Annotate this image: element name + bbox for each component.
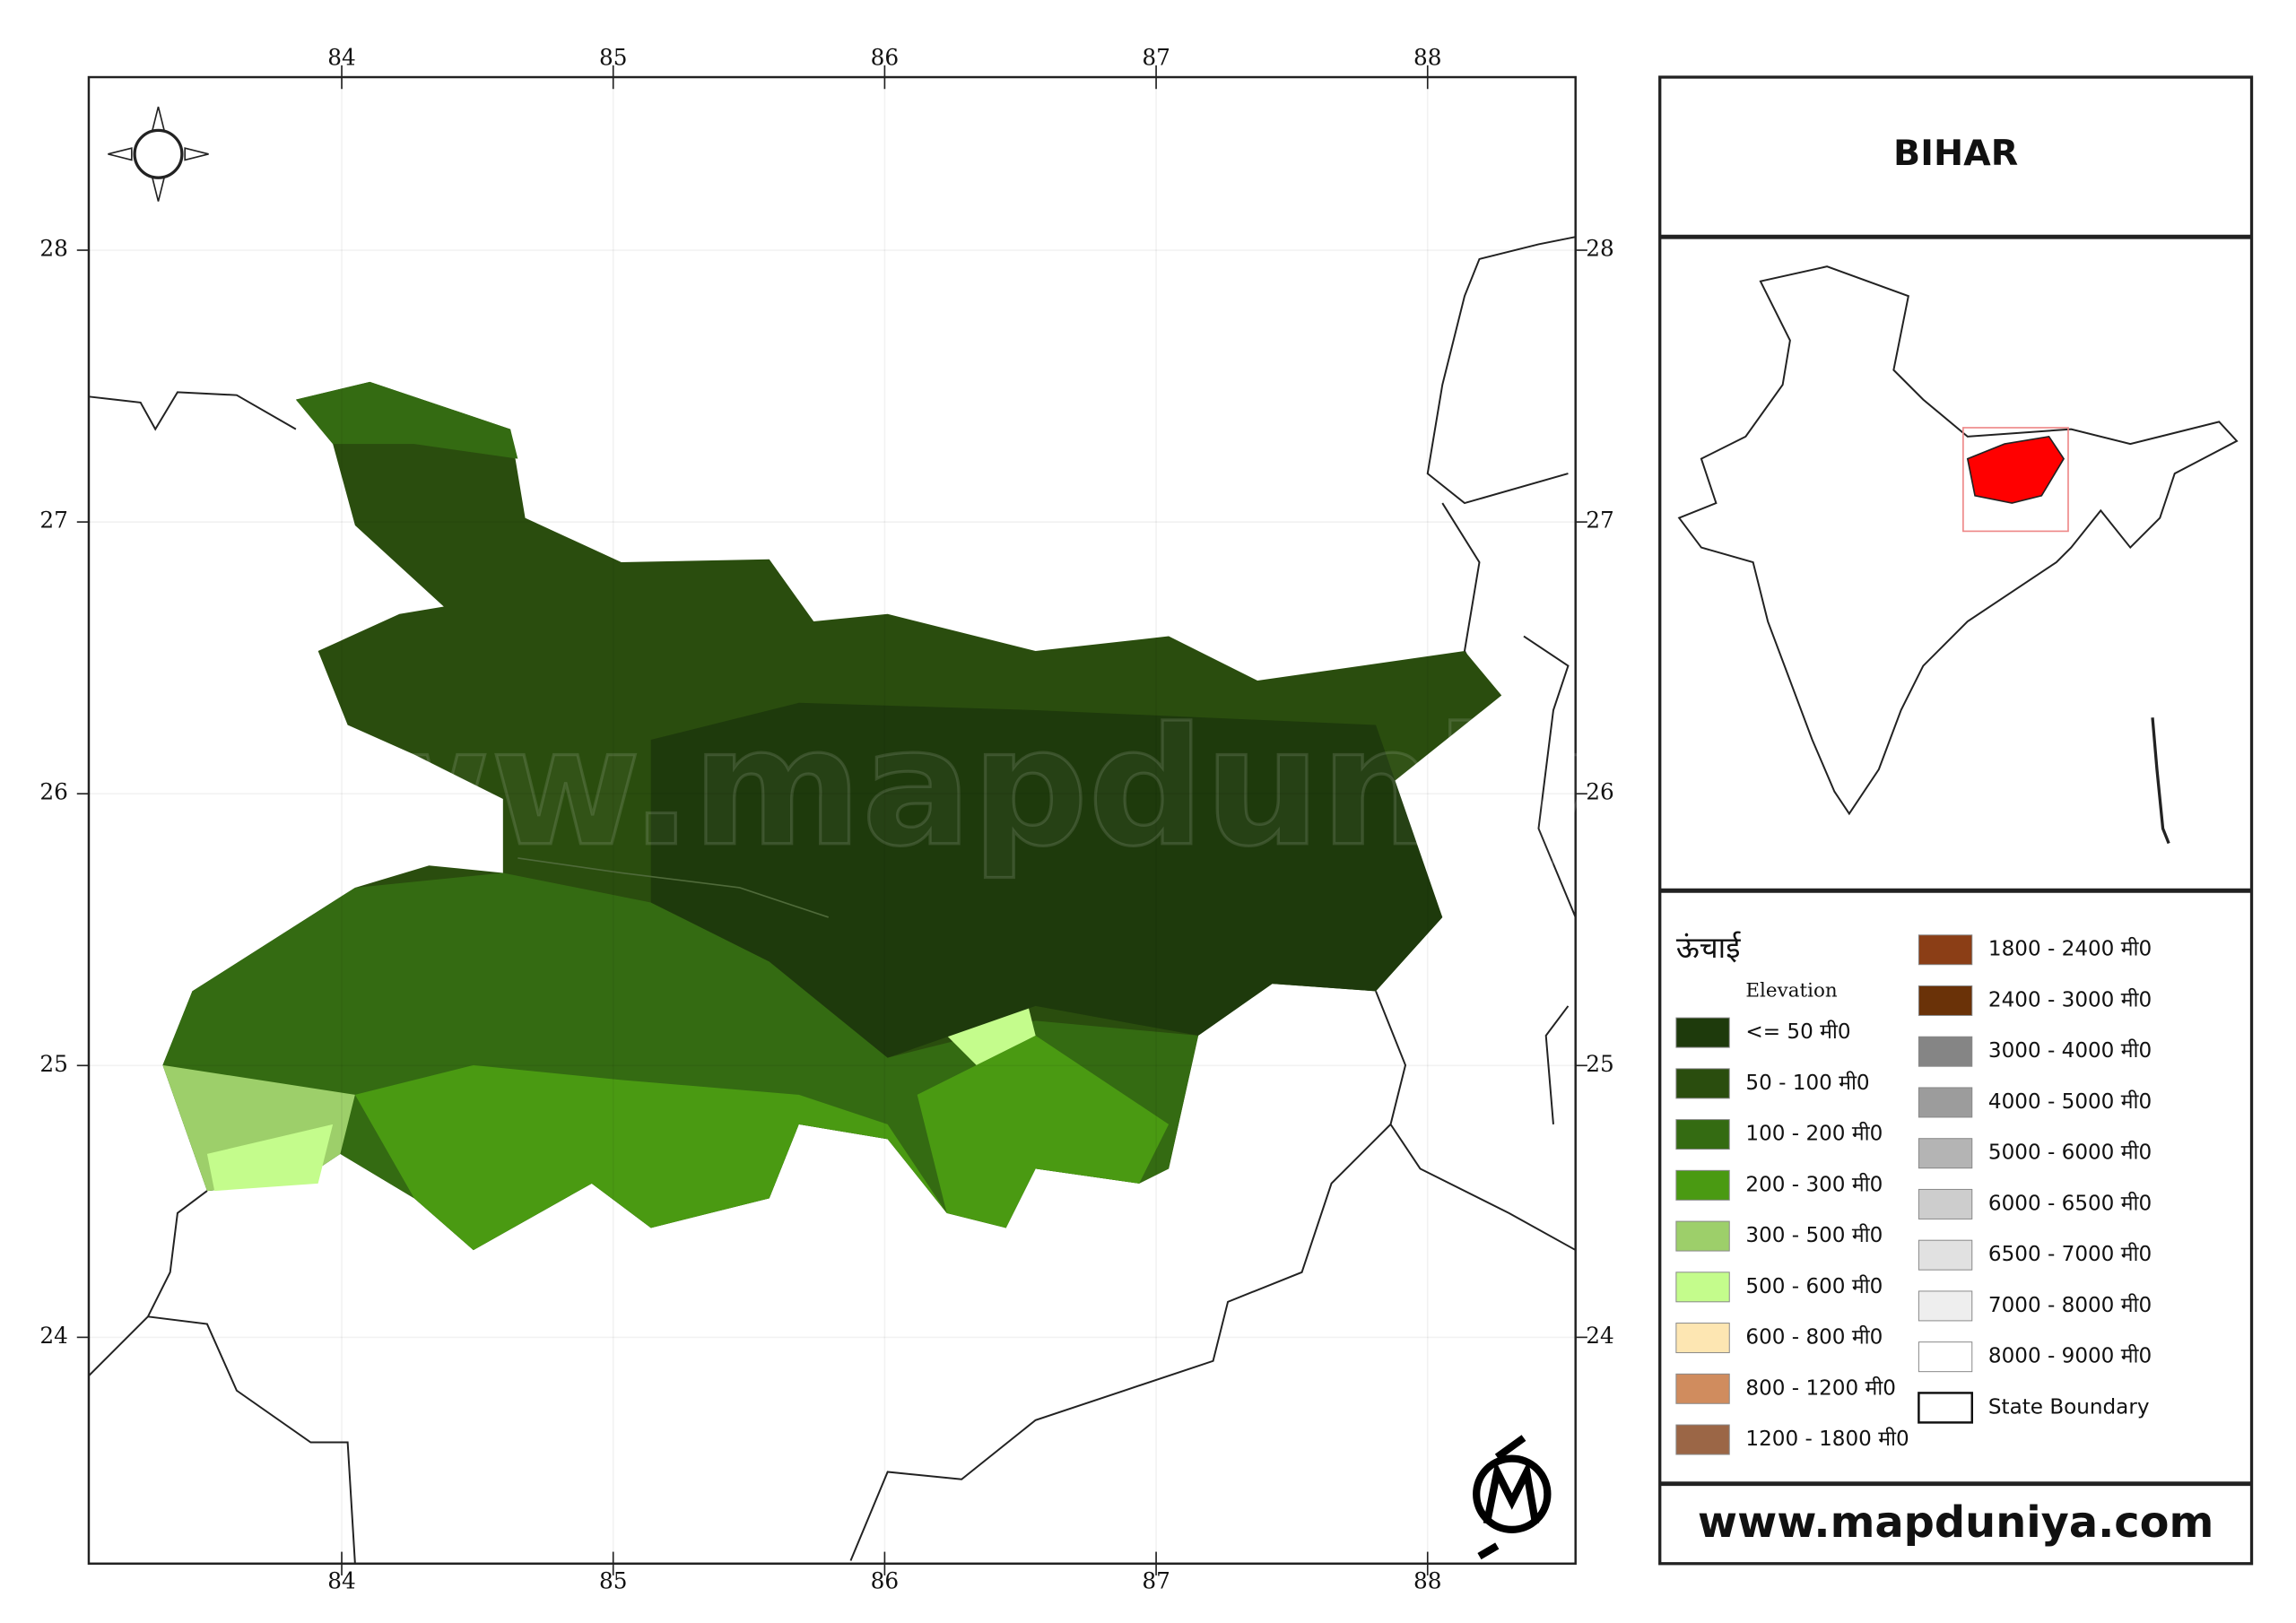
lon-label: 84 — [327, 45, 355, 71]
legend-swatch — [1675, 1169, 1730, 1201]
lon-label: 87 — [1142, 1568, 1170, 1594]
legend-swatch — [1675, 1068, 1730, 1099]
lat-label: 24 — [1586, 1323, 1613, 1349]
bihar-elevation — [162, 381, 1502, 1251]
legend-swatch — [1918, 1290, 1973, 1322]
legend-swatch — [1918, 1138, 1973, 1169]
logo — [1473, 1435, 1552, 1560]
legend-swatch — [1675, 1424, 1730, 1455]
lon-label: 86 — [871, 45, 899, 71]
legend-label: 300 - 500 मी0 — [1745, 1223, 1883, 1247]
legend-swatch — [1918, 1239, 1973, 1271]
india-inset — [1677, 265, 2239, 845]
legend-label: 8000 - 9000 मी0 — [1988, 1344, 2152, 1368]
legend-title: ऊंचाई — [1676, 930, 1742, 965]
website: www.mapduniya.com — [1698, 1498, 2213, 1548]
legend-label: 4000 - 5000 मी0 — [1988, 1089, 2152, 1114]
lon-label: 88 — [1413, 1568, 1441, 1594]
lat-label: 27 — [39, 508, 67, 534]
lat-label: 27 — [1586, 508, 1613, 534]
legend-label: <= 50 मी0 — [1745, 1020, 1850, 1044]
map-title: BIHAR — [1893, 133, 2018, 174]
lat-label: 28 — [39, 236, 67, 262]
legend-label: 50 - 100 मी0 — [1745, 1071, 1869, 1095]
legend-swatch — [1918, 934, 1973, 966]
legend-swatch — [1918, 1036, 1973, 1067]
lat-label: 24 — [39, 1323, 67, 1349]
lat-label: 26 — [39, 779, 67, 805]
legend-label: 800 - 1200 मी0 — [1745, 1376, 1896, 1400]
lon-label: 85 — [599, 45, 627, 71]
legend-label: 500 - 600 मी0 — [1745, 1274, 1883, 1298]
legend-label: 200 - 300 मी0 — [1745, 1172, 1883, 1196]
side-panel — [1658, 75, 2254, 1566]
lon-label: 88 — [1413, 45, 1441, 71]
legend-label: 1200 - 1800 मी0 — [1745, 1427, 1909, 1451]
lat-label: 25 — [39, 1051, 67, 1077]
legend-label: 100 - 200 मी0 — [1745, 1122, 1883, 1146]
lon-label: 86 — [871, 1568, 899, 1594]
legend-label: 6500 - 7000 मी0 — [1988, 1242, 2152, 1266]
legend-swatch — [1675, 1271, 1730, 1303]
lat-label: 26 — [1586, 779, 1613, 805]
legend-swatch — [1918, 1087, 1973, 1118]
lon-label: 87 — [1142, 45, 1170, 71]
legend-swatch — [1918, 985, 1973, 1016]
legend-swatch — [1918, 1341, 1973, 1373]
legend-swatch — [1675, 1017, 1730, 1048]
legend-swatch — [1675, 1220, 1730, 1252]
lat-label: 25 — [1586, 1051, 1613, 1077]
legend-label: 1800 - 2400 मी0 — [1988, 937, 2152, 961]
legend-swatch — [1918, 1392, 1973, 1424]
lon-label: 84 — [327, 1568, 355, 1594]
legend-label: 7000 - 8000 मी0 — [1988, 1293, 2152, 1317]
legend-swatch — [1675, 1323, 1730, 1354]
lon-label: 85 — [599, 1568, 627, 1594]
legend-label: 2400 - 3000 मी0 — [1988, 987, 2152, 1011]
legend-label: State Boundary — [1988, 1395, 2150, 1419]
lat-label: 28 — [1586, 236, 1613, 262]
legend-label: 6000 - 6500 मी0 — [1988, 1191, 2152, 1215]
legend-swatch — [1918, 1188, 1973, 1219]
legend-swatch — [1675, 1119, 1730, 1150]
legend-label: 5000 - 6000 मी0 — [1988, 1141, 2152, 1165]
legend-subtitle: Elevation — [1745, 979, 1837, 1002]
compass — [108, 106, 209, 202]
legend-swatch — [1675, 1373, 1730, 1404]
legend-label: 3000 - 4000 मी0 — [1988, 1038, 2152, 1063]
legend-label: 600 - 800 मी0 — [1745, 1325, 1883, 1350]
